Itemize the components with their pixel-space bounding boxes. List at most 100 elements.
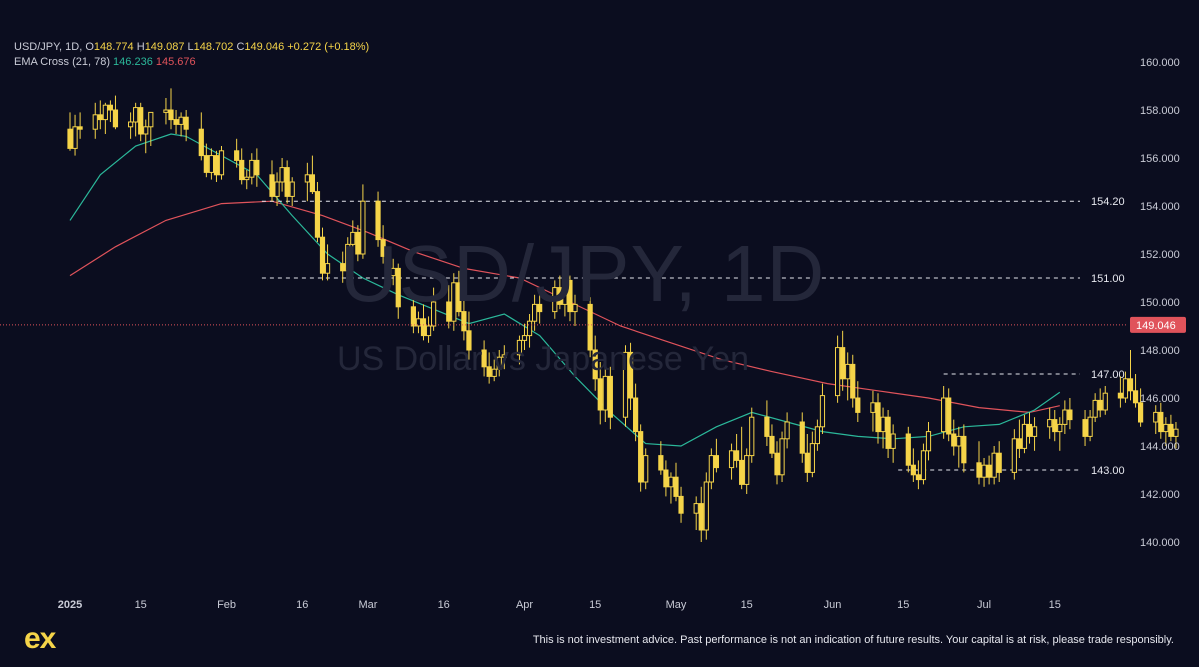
candle [496, 350, 502, 377]
candle-body-up [870, 402, 876, 413]
candle [673, 462, 679, 502]
candle [728, 443, 735, 480]
candle [703, 472, 709, 540]
open-value: 148.774 [93, 41, 134, 53]
ema-slow-value: 145.676 [155, 56, 196, 68]
candle [1082, 410, 1088, 446]
x-tick-label: 16 [438, 599, 450, 611]
candle-body-down [855, 397, 861, 413]
candle [920, 443, 927, 485]
candle-body-down [607, 375, 613, 418]
candle-body-up [133, 107, 139, 123]
candle-body-down [961, 435, 967, 464]
candle-body-up [834, 347, 841, 397]
x-tick-label: 15 [741, 599, 753, 611]
candle [385, 249, 391, 281]
candle-body-up [1173, 428, 1179, 437]
candle-body-down [380, 239, 386, 257]
ema-fast-layer [69, 133, 1061, 447]
candle-body-down [269, 174, 275, 197]
candle-body-down [592, 349, 598, 380]
candle [274, 172, 280, 206]
candle-body-up [516, 339, 523, 356]
candle-body-up [809, 443, 815, 473]
candle [749, 407, 755, 463]
candle [254, 148, 260, 187]
candle [557, 275, 563, 310]
candle [890, 424, 896, 463]
candle [148, 111, 154, 146]
candle [713, 438, 720, 473]
candle-body-down [168, 109, 174, 121]
candle-body-up [521, 335, 528, 341]
candle [1173, 422, 1179, 449]
chart-legend: USD/JPY, 1D, O148.774 H149.087 L148.702 … [14, 40, 369, 70]
candle-body-up [784, 421, 790, 440]
candle-body-up [552, 287, 558, 313]
candle [567, 275, 573, 322]
candle [269, 160, 275, 202]
candle-body-down [769, 435, 775, 454]
candle-body-down [254, 159, 260, 176]
candle [526, 314, 533, 348]
candle-body-up [1057, 423, 1063, 433]
level-label: 143.00 [1091, 465, 1125, 477]
candle [97, 100, 103, 130]
candle-body-down [804, 452, 810, 473]
low-label: L [187, 41, 194, 53]
candle-body-down [678, 495, 684, 514]
x-tick-label: Mar [358, 599, 377, 611]
candle-body-down [183, 116, 189, 130]
candle-body-up [572, 303, 578, 313]
y-tick-label: 148.000 [1140, 345, 1180, 357]
candle [133, 102, 139, 137]
high-label: H [136, 41, 145, 53]
y-tick-label: 160.000 [1140, 57, 1180, 69]
ema-fast-line [69, 133, 1061, 447]
candle [739, 426, 745, 490]
candle-body-up [814, 426, 821, 445]
level-label: 147.00 [1091, 369, 1125, 381]
candle-body-up [148, 111, 154, 128]
y-tick-label: 142.000 [1140, 489, 1180, 501]
candle-body-down [638, 431, 644, 483]
candle [491, 359, 497, 382]
candle [925, 422, 932, 461]
candle-body-up [430, 301, 437, 327]
candle [143, 119, 149, 154]
y-tick-label: 146.000 [1140, 393, 1180, 405]
candle [446, 285, 452, 329]
y-tick-label: 144.000 [1140, 441, 1180, 453]
candle-body-up [1062, 409, 1068, 425]
candle-body-down [138, 107, 144, 135]
candle [1047, 407, 1053, 439]
candle-body-up [360, 200, 366, 255]
candle-body-up [1011, 438, 1017, 473]
x-tick-label: 16 [296, 599, 308, 611]
candle [905, 426, 911, 473]
candle [880, 407, 886, 449]
candle [708, 448, 714, 490]
candle-body-down [198, 128, 204, 157]
candle [774, 441, 780, 485]
x-tick-label: 15 [589, 599, 601, 611]
candle [102, 102, 108, 134]
candle-body-down [1052, 419, 1058, 433]
candle [1031, 417, 1038, 451]
candle-body-down [673, 476, 679, 497]
candle-body-up [496, 356, 502, 370]
candle [834, 335, 841, 403]
candle-body-down [375, 200, 381, 241]
candles-layer [67, 88, 1179, 542]
candle-body-up [289, 181, 295, 197]
support-resistance-levels: 154.20 151.00 147.00 143.00 [261, 196, 1125, 477]
candle-body-up [562, 279, 568, 305]
candle [840, 330, 846, 391]
candle-body-up [890, 433, 896, 449]
candle [461, 299, 467, 341]
candle-body-down [77, 126, 83, 130]
candle-body-down [733, 450, 740, 461]
candle-body-up [703, 481, 709, 531]
candle [198, 112, 204, 161]
